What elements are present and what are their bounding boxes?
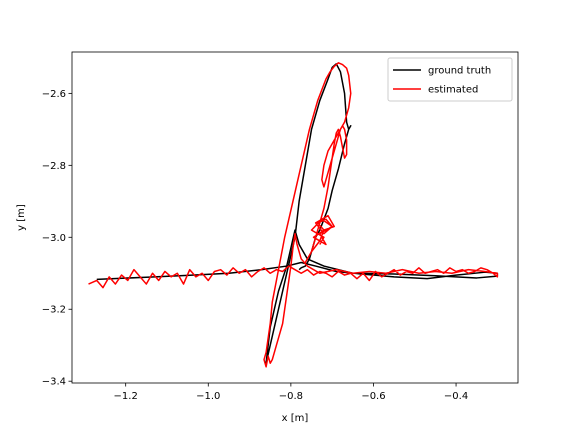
x-tick-label: −0.6 [361,391,385,402]
series-line-ground-truth [96,63,499,364]
series-layer [88,62,499,368]
y-tick-label: −3.2 [42,305,66,316]
x-axis-label: x [m] [282,413,309,424]
axes-frame [71,51,519,384]
legend-label-estimated: estimated [428,85,478,96]
y-tick-label: −2.8 [42,161,66,172]
y-tick-label: −3.0 [42,233,66,244]
x-tick-label: −1.0 [196,391,220,402]
y-ticks: −3.4 −3.2 −3.0 −2.8 −2.6 [42,89,72,388]
y-axis-label: y [m] [16,204,27,231]
y-tick-label: −3.4 [42,377,66,388]
legend-label-ground-truth: ground truth [428,66,491,77]
x-tick-label: −1.2 [114,391,138,402]
legend-box [387,57,513,102]
x-ticks: −1.2 −1.0 −0.8 −0.6 −0.4 [114,383,468,402]
legend: ground truth estimated [387,57,513,102]
series-line-estimated [88,62,499,368]
y-tick-label: −2.6 [42,89,66,100]
x-tick-label: −0.8 [279,391,303,402]
x-tick-label: −0.4 [444,391,468,402]
